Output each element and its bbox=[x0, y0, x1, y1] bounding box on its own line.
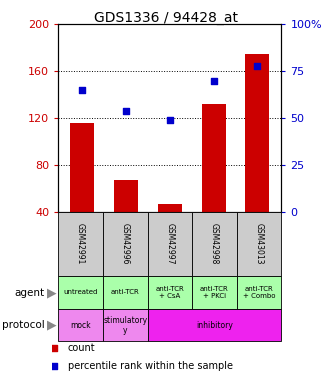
Text: untreated: untreated bbox=[63, 290, 98, 296]
Bar bbox=[201, 104, 226, 212]
Text: anti-TCR
+ CsA: anti-TCR + CsA bbox=[156, 286, 184, 299]
Bar bbox=[70, 123, 94, 212]
Text: mock: mock bbox=[70, 321, 91, 330]
Bar bbox=[158, 204, 182, 212]
Bar bbox=[192, 276, 237, 309]
Text: ▶: ▶ bbox=[47, 319, 56, 332]
Point bbox=[124, 108, 129, 114]
Bar bbox=[237, 212, 281, 276]
Text: count: count bbox=[68, 343, 95, 353]
Text: agent: agent bbox=[15, 288, 45, 297]
Point bbox=[80, 87, 85, 93]
Text: anti-TCR: anti-TCR bbox=[111, 290, 140, 296]
Bar bbox=[58, 276, 103, 309]
Point bbox=[167, 117, 172, 123]
Bar bbox=[103, 212, 148, 276]
Text: stimulatory
y: stimulatory y bbox=[103, 316, 147, 335]
Bar bbox=[148, 212, 192, 276]
Text: anti-TCR
+ Combo: anti-TCR + Combo bbox=[243, 286, 275, 299]
Text: GSM42991: GSM42991 bbox=[76, 223, 85, 264]
Bar bbox=[237, 276, 281, 309]
Text: protocol: protocol bbox=[2, 320, 45, 330]
Bar bbox=[114, 180, 138, 212]
Bar bbox=[148, 276, 192, 309]
Text: GSM42996: GSM42996 bbox=[121, 223, 130, 264]
Text: GSM43013: GSM43013 bbox=[254, 223, 264, 264]
Text: GSM42997: GSM42997 bbox=[165, 223, 174, 264]
Bar bbox=[103, 309, 148, 341]
Text: ▶: ▶ bbox=[47, 286, 56, 299]
Point bbox=[51, 345, 57, 351]
Text: percentile rank within the sample: percentile rank within the sample bbox=[68, 361, 233, 371]
Bar bbox=[148, 309, 281, 341]
Bar bbox=[103, 276, 148, 309]
Text: anti-TCR
+ PKCi: anti-TCR + PKCi bbox=[200, 286, 229, 299]
Text: inhibitory: inhibitory bbox=[196, 321, 233, 330]
Bar bbox=[192, 212, 237, 276]
Point bbox=[51, 363, 57, 369]
Point bbox=[211, 78, 216, 84]
Bar bbox=[58, 309, 103, 341]
Text: GSM42998: GSM42998 bbox=[210, 223, 219, 264]
Bar bbox=[58, 212, 103, 276]
Bar bbox=[245, 54, 269, 212]
Point bbox=[255, 63, 260, 69]
Text: GDS1336 / 94428_at: GDS1336 / 94428_at bbox=[95, 11, 238, 25]
